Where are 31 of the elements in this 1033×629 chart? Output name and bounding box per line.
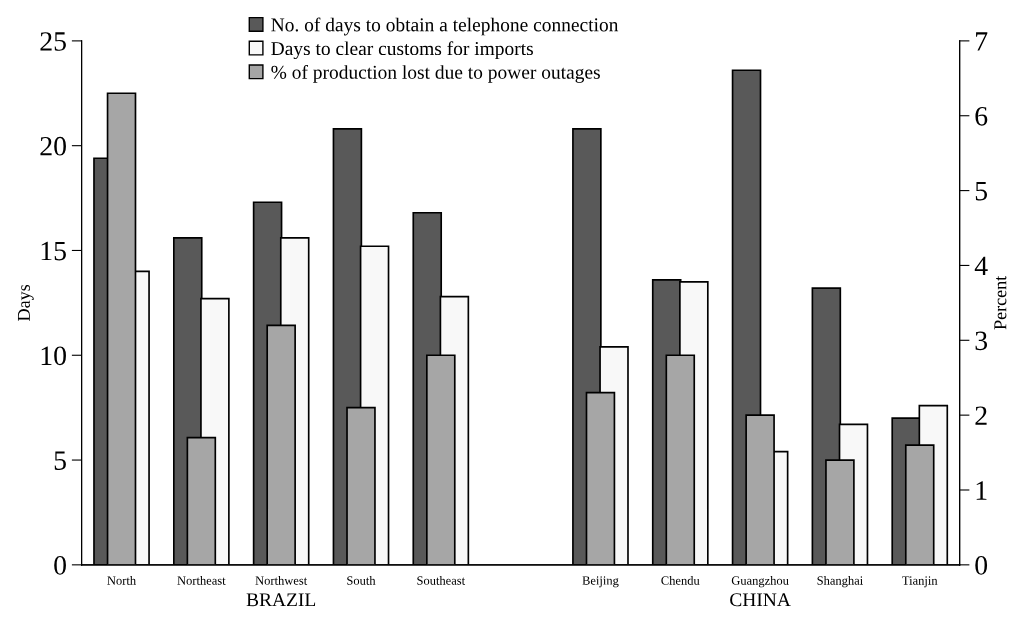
x-tick-label: Chendu bbox=[661, 575, 700, 585]
y-tick-label: 20 bbox=[40, 136, 66, 156]
legend-label: Days to clear customs for imports bbox=[271, 41, 533, 60]
legend-label: % of production lost due to power outages bbox=[271, 64, 600, 83]
y-tick-label: 10 bbox=[41, 346, 66, 366]
y2-tick-label: 7 bbox=[976, 32, 988, 51]
x-tick-label: Shanghai bbox=[817, 575, 863, 588]
x-tick-label: Tianjin bbox=[902, 576, 938, 588]
x-tick-label: South bbox=[347, 575, 376, 585]
y-tick-label: 0 bbox=[54, 556, 66, 575]
y2-tick-label: 3 bbox=[975, 331, 988, 351]
y2-tick-label: 0 bbox=[975, 556, 988, 575]
x-tick-label: Beijing bbox=[582, 576, 619, 588]
y2-tick-label: 4 bbox=[974, 256, 988, 276]
y2-tick-label: 5 bbox=[975, 182, 988, 201]
x-tick-label: Guangzhou bbox=[731, 575, 789, 588]
y2-tick-label: 2 bbox=[975, 406, 987, 425]
text: BRAZIL bbox=[246, 593, 316, 607]
y-tick-label: 5 bbox=[54, 451, 66, 470]
x-tick-label: Southeast bbox=[417, 575, 466, 585]
y-tick-label: 25 bbox=[40, 32, 66, 51]
y2-tick-label: 1 bbox=[976, 481, 987, 500]
x-tick-label: North bbox=[107, 575, 136, 585]
y2-axis-title: Percent bbox=[994, 275, 1007, 330]
x-tick-label: Northeast bbox=[177, 575, 226, 585]
y-tick-label: 15 bbox=[41, 241, 66, 261]
x-tick-label: Northwest bbox=[255, 575, 308, 585]
y-axis-title: Days bbox=[17, 284, 34, 321]
y2-tick-label: 6 bbox=[975, 106, 988, 126]
legend-label: No. of days to obtain a telephone connection bbox=[271, 17, 619, 36]
text: CHINA bbox=[730, 593, 791, 607]
